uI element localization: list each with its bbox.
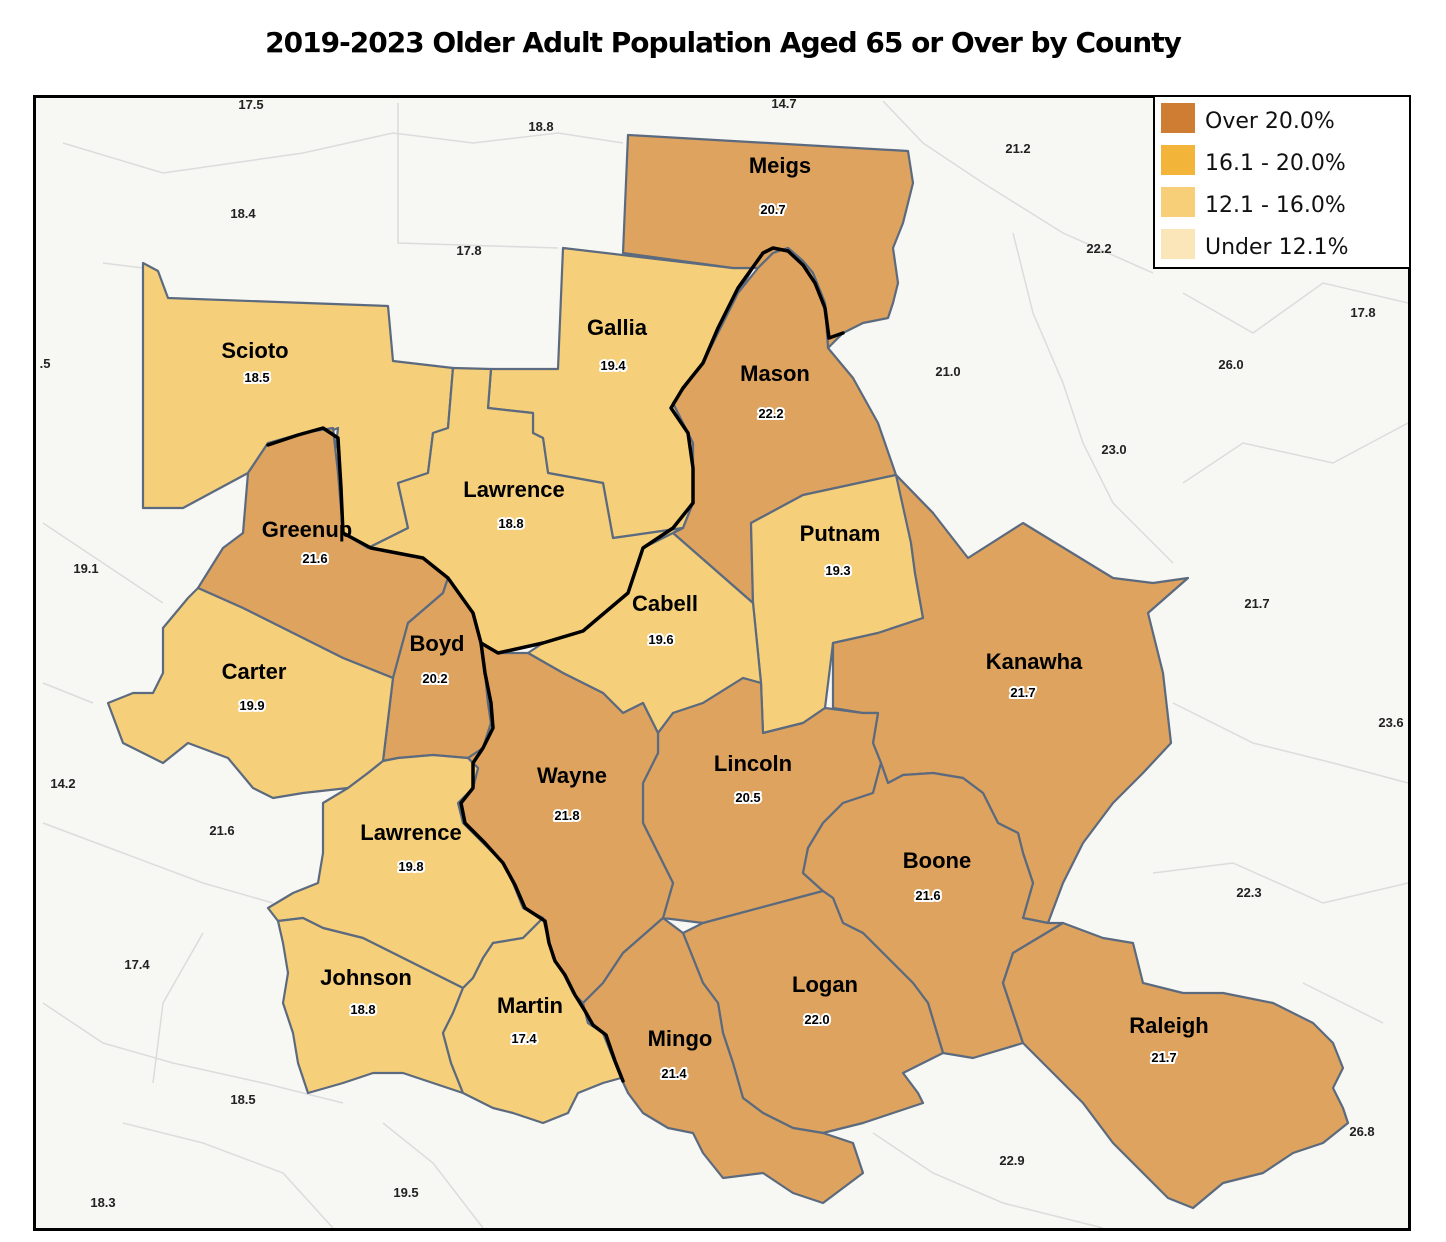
county-value-label: 21.6 bbox=[302, 551, 327, 566]
county-value-label: 17.4 bbox=[511, 1031, 537, 1046]
legend-swatch bbox=[1161, 103, 1195, 133]
map-panel: Meigs 20.7 Gallia 19.4 Scioto 18.5 Mason 22.2 La… bbox=[33, 95, 1411, 1231]
legend-label: Under 12.1% bbox=[1205, 235, 1349, 260]
neighbor-county-value: 14.2 bbox=[50, 776, 75, 791]
legend-swatch bbox=[1161, 229, 1195, 259]
county-name-label: Gallia bbox=[587, 315, 648, 340]
county-name-label: Lawrence bbox=[463, 477, 565, 502]
county-raleigh[interactable] bbox=[1001, 921, 1350, 1210]
neighbor-county-value: 17.5 bbox=[238, 98, 263, 112]
neighbor-county-value: 19.5 bbox=[393, 1185, 418, 1200]
county-name-label: Lincoln bbox=[714, 751, 792, 776]
county-name-label: Logan bbox=[792, 972, 858, 997]
neighbor-county-value: 14.7 bbox=[771, 98, 796, 111]
neighbor-county-value: 18.8 bbox=[528, 119, 553, 134]
county-name-label: Wayne bbox=[537, 763, 607, 788]
neighbor-county-value: 23.6 bbox=[1378, 715, 1403, 730]
county-name-label: Lawrence bbox=[360, 820, 462, 845]
river-line bbox=[266, 246, 845, 1083]
county-value-label: 19.4 bbox=[600, 358, 626, 373]
neighbor-county-value: 22.9 bbox=[999, 1153, 1024, 1168]
neighbor-county-value: 21.6 bbox=[209, 823, 234, 838]
county-value-label: 19.3 bbox=[825, 563, 850, 578]
county-value-label: 20.5 bbox=[735, 790, 760, 805]
county-value-label: 19.6 bbox=[648, 632, 673, 647]
county-value-label: 20.7 bbox=[760, 202, 785, 217]
legend-label: Over 20.0% bbox=[1205, 109, 1335, 134]
county-name-label: Greenup bbox=[262, 517, 352, 542]
county-value-label: 18.8 bbox=[350, 1002, 375, 1017]
county-labels: Meigs 20.7 Gallia 19.4 Scioto 18.5 Mason 22.2 La… bbox=[221, 153, 1208, 1083]
county-name-label: Raleigh bbox=[1129, 1013, 1208, 1038]
legend-label: 12.1 - 16.0% bbox=[1205, 193, 1346, 218]
neighbor-county-value: 18.5 bbox=[230, 1092, 255, 1107]
county-value-label: 21.4 bbox=[661, 1066, 687, 1081]
legend-swatch bbox=[1161, 145, 1195, 175]
counties bbox=[106, 133, 1350, 1210]
county-value-label: 18.8 bbox=[498, 516, 523, 531]
county-value-label: 20.2 bbox=[422, 671, 447, 686]
county-value-label: 22.2 bbox=[758, 406, 783, 421]
neighbor-county-value: 18.4 bbox=[230, 206, 256, 221]
county-name-label: Boyd bbox=[410, 631, 465, 656]
legend-label: 16.1 - 20.0% bbox=[1205, 151, 1346, 176]
neighbor-county-value: 17.8 bbox=[1350, 305, 1375, 320]
county-name-label: Martin bbox=[497, 993, 563, 1018]
neighbor-county-value: 26.0 bbox=[1218, 357, 1243, 372]
county-name-label: Carter bbox=[222, 659, 287, 684]
county-name-label: Meigs bbox=[749, 153, 811, 178]
county-name-label: Mason bbox=[740, 361, 810, 386]
county-value-label: 18.5 bbox=[244, 370, 269, 385]
county-value-label: 19.9 bbox=[239, 698, 264, 713]
neighbor-county-value: 22.3 bbox=[1236, 885, 1261, 900]
neighbor-county-value: 17.8 bbox=[456, 243, 481, 258]
neighbor-county-value: 22.2 bbox=[1086, 241, 1111, 256]
county-value-label: 19.8 bbox=[398, 859, 423, 874]
county-name-label: Cabell bbox=[632, 591, 698, 616]
background-county-lines bbox=[42, 100, 1408, 1228]
neighbor-values: 17.5 14.7 18.8 21.2 18.4 17.8 22.2 17.8 26.0 21.0… bbox=[40, 98, 1404, 1210]
county-boone[interactable] bbox=[801, 761, 1065, 1060]
county-name-label: Kanawha bbox=[986, 649, 1083, 674]
county-value-label: 21.6 bbox=[915, 888, 940, 903]
county-value-label: 22.0 bbox=[804, 1012, 829, 1027]
county-value-label: 21.7 bbox=[1151, 1050, 1176, 1065]
neighbor-county-value: 18.3 bbox=[90, 1195, 115, 1210]
county-name-label: Boone bbox=[903, 848, 971, 873]
map-title: 2019-2023 Older Adult Population Aged 65… bbox=[265, 26, 1182, 59]
neighbor-county-value: 21.7 bbox=[1244, 596, 1269, 611]
neighbor-county-value: 21.2 bbox=[1005, 141, 1030, 156]
neighbor-county-value: 23.0 bbox=[1101, 442, 1126, 457]
county-value-label: 21.7 bbox=[1010, 685, 1035, 700]
neighbor-county-value: 17.4 bbox=[124, 957, 150, 972]
neighbor-county-value: .5 bbox=[40, 356, 51, 371]
legend-swatch bbox=[1161, 187, 1195, 217]
neighbor-county-value: 26.8 bbox=[1349, 1124, 1374, 1139]
neighbor-county-value: 21.0 bbox=[935, 364, 960, 379]
county-name-label: Johnson bbox=[320, 965, 412, 990]
county-value-label: 21.8 bbox=[554, 808, 579, 823]
county-name-label: Putnam bbox=[800, 521, 881, 546]
neighbor-county-value: 19.1 bbox=[73, 561, 98, 576]
county-mingo[interactable] bbox=[581, 916, 865, 1205]
county-name-label: Scioto bbox=[221, 338, 288, 363]
legend: Over 20.0% 16.1 - 20.0% 12.1 - 16.0% Und… bbox=[1153, 95, 1411, 269]
county-carter[interactable] bbox=[106, 586, 395, 800]
county-name-label: Mingo bbox=[648, 1026, 713, 1051]
